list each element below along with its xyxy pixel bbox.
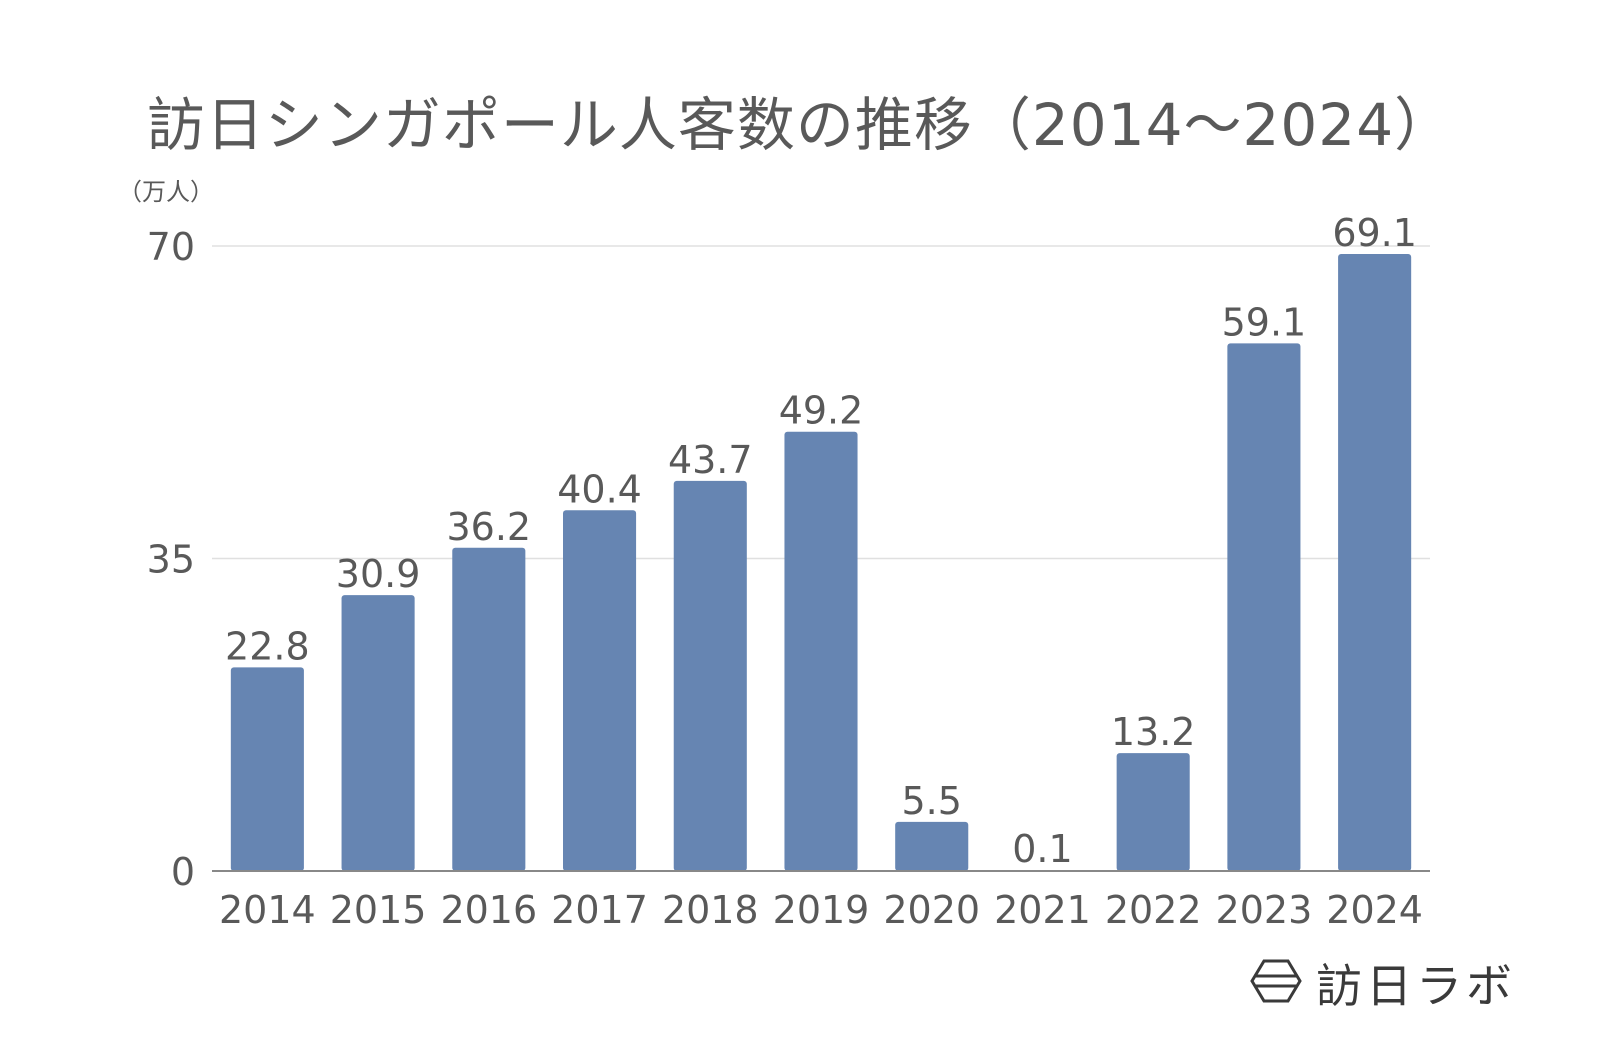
bar [1116, 753, 1190, 871]
bars [230, 254, 1412, 872]
data-label: 36.2 [447, 505, 532, 549]
x-tick-label: 2016 [440, 888, 537, 932]
bar [563, 510, 637, 871]
data-label: 43.7 [668, 438, 753, 482]
y-tick-label: 0 [171, 850, 195, 894]
bar [1338, 254, 1412, 872]
x-tick-label: 2014 [219, 888, 316, 932]
data-label: 22.8 [225, 624, 310, 668]
x-tick-label: 2022 [1105, 888, 1202, 932]
x-tick-label: 2018 [662, 888, 759, 932]
data-label: 40.4 [557, 467, 642, 511]
hexagon-logo-icon [1250, 959, 1302, 1007]
x-axis-tick-labels: 2014 2015 2016 2017 2018 2019 2020 2021 2022 2023… [219, 888, 1423, 932]
data-label: 0.1 [1012, 827, 1072, 871]
bar [230, 667, 304, 871]
bar [1227, 343, 1301, 872]
brand-mark: 訪日ラボ [1250, 950, 1516, 1016]
x-tick-label: 2015 [330, 888, 427, 932]
data-labels: 22.8 30.9 36.2 40.4 43.7 49.2 5.5 0.1 13.2 59.1 69… [225, 211, 1417, 871]
bar [452, 547, 526, 871]
x-tick-label: 2017 [551, 888, 648, 932]
y-tick-label: 35 [147, 538, 195, 582]
x-tick-label: 2024 [1326, 888, 1423, 932]
bar [673, 480, 747, 871]
bar [341, 595, 415, 871]
y-tick-label: 70 [147, 225, 195, 269]
data-label: 13.2 [1111, 710, 1196, 754]
chart-title: 訪日シンガポール人客数の推移（2014〜2024） [146, 91, 1454, 159]
data-label: 49.2 [779, 389, 864, 433]
x-tick-label: 2023 [1216, 888, 1313, 932]
x-tick-label: 2020 [883, 888, 980, 932]
data-label: 5.5 [902, 779, 962, 823]
data-label: 59.1 [1222, 300, 1307, 344]
y-axis-unit-label: （万人） [118, 178, 214, 206]
bar [895, 821, 969, 871]
y-axis-tick-labels: 0 35 70 [147, 225, 195, 894]
bar [784, 431, 858, 871]
x-tick-label: 2019 [773, 888, 870, 932]
brand-name: 訪日ラボ [1316, 959, 1516, 1013]
x-tick-label: 2021 [994, 888, 1091, 932]
data-label: 30.9 [336, 552, 421, 596]
data-label: 69.1 [1332, 211, 1417, 255]
